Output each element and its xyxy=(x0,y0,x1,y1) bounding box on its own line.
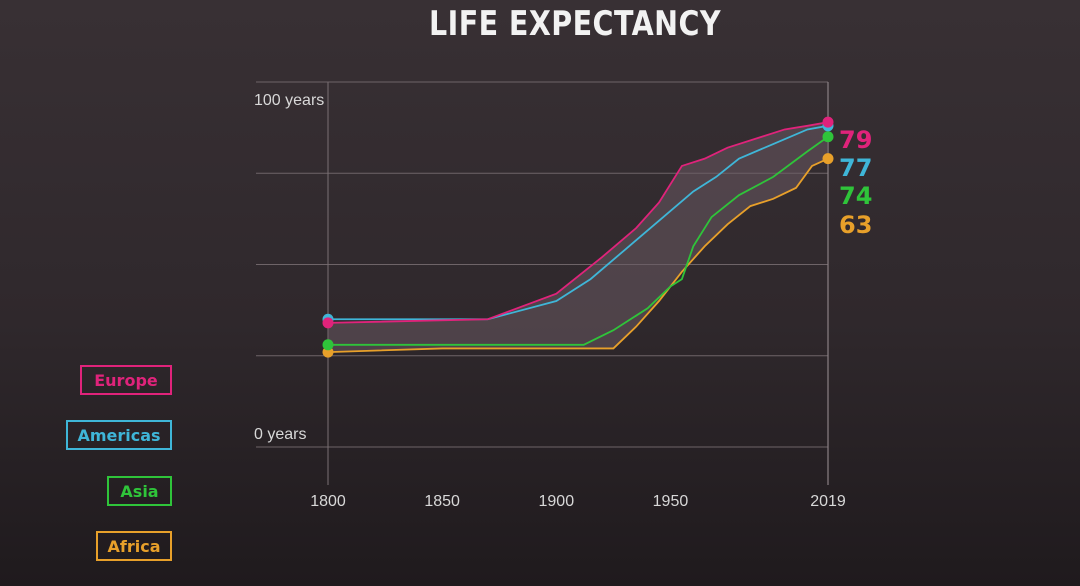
end-value-label-europe: 79 xyxy=(839,126,872,154)
x-tick-label-1950: 1950 xyxy=(653,493,689,510)
series-line-asia xyxy=(328,136,829,346)
x-tick-label-2019: 2019 xyxy=(810,493,846,510)
series-line-europe xyxy=(327,121,829,324)
x-tick-label-1850: 1850 xyxy=(424,493,460,510)
range-band xyxy=(328,122,828,353)
legend-label-asia: Asia xyxy=(120,481,159,501)
end-value-label-asia: 74 xyxy=(839,182,872,210)
start-point-europe xyxy=(322,317,334,329)
end-point-africa xyxy=(822,153,834,165)
legend-label-africa: Africa xyxy=(107,536,161,556)
end-value-label-africa: 63 xyxy=(839,211,872,239)
x-tick-label-1900: 1900 xyxy=(539,493,575,510)
legend-item-europe: Europe xyxy=(80,365,172,395)
legend-item-asia: Asia xyxy=(107,476,172,506)
x-tick-label-1800: 1800 xyxy=(310,493,346,510)
series-line-americas xyxy=(328,124,829,321)
start-point-asia xyxy=(322,339,334,351)
end-value-label-americas: 77 xyxy=(839,154,872,182)
legend-label-americas: Americas xyxy=(77,425,161,445)
y-tick-label-top: 100 years xyxy=(254,92,324,109)
y-tick-label-bottom: 0 years xyxy=(254,426,306,443)
series-line-africa xyxy=(327,157,829,353)
legend-item-africa: Africa xyxy=(96,531,172,561)
end-point-europe xyxy=(822,116,834,128)
end-point-asia xyxy=(822,131,834,143)
chart-title: LIFE EXPECTANCY xyxy=(429,4,721,44)
legend-item-americas: Americas xyxy=(66,420,172,450)
legend-label-europe: Europe xyxy=(94,370,158,390)
